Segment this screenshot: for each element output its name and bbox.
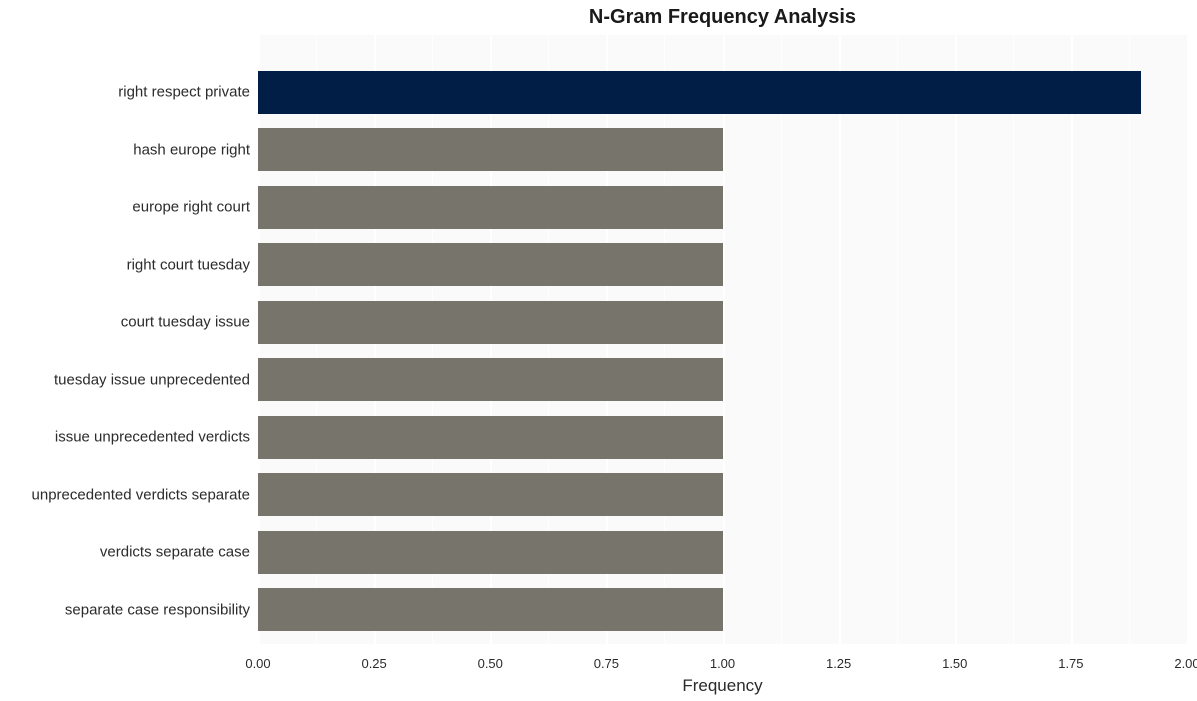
y-category-label: right respect private (118, 84, 258, 101)
grid-line-minor (897, 35, 898, 644)
grid-line-major (839, 35, 841, 644)
grid-line-major (955, 35, 957, 644)
chart-container: N-Gram Frequency Analysis 0.000.250.500.… (0, 0, 1197, 701)
x-axis-title: Frequency (258, 676, 1187, 696)
bar (258, 588, 723, 631)
plot-area: 0.000.250.500.751.001.251.501.752.00righ… (258, 35, 1187, 644)
grid-line-minor (1129, 35, 1130, 644)
bar (258, 416, 723, 459)
x-tick-label: 1.50 (942, 656, 967, 671)
grid-line-minor (781, 35, 782, 644)
grid-line-minor (1013, 35, 1014, 644)
x-tick-label: 2.00 (1174, 656, 1197, 671)
bar (258, 473, 723, 516)
grid-line-major (723, 35, 725, 644)
x-tick-label: 0.25 (361, 656, 386, 671)
y-category-label: separate case responsibility (65, 601, 258, 618)
x-tick-label: 1.75 (1058, 656, 1083, 671)
bar (258, 128, 723, 171)
y-category-label: verdicts separate case (100, 544, 258, 561)
bar (258, 358, 723, 401)
y-category-label: unprecedented verdicts separate (32, 486, 258, 503)
x-tick-label: 1.25 (826, 656, 851, 671)
grid-line-major (1071, 35, 1073, 644)
y-category-label: tuesday issue unprecedented (54, 371, 258, 388)
y-category-label: issue unprecedented verdicts (55, 429, 258, 446)
x-tick-label: 0.00 (245, 656, 270, 671)
bar (258, 301, 723, 344)
chart-title: N-Gram Frequency Analysis (258, 6, 1187, 29)
y-category-label: court tuesday issue (121, 314, 258, 331)
bar (258, 243, 723, 286)
y-category-label: right court tuesday (127, 256, 258, 273)
x-tick-label: 0.75 (594, 656, 619, 671)
y-category-label: hash europe right (133, 141, 258, 158)
bar (258, 71, 1141, 114)
y-category-label: europe right court (132, 199, 258, 216)
bar (258, 531, 723, 574)
x-tick-label: 1.00 (710, 656, 735, 671)
grid-line-major (1187, 35, 1189, 644)
bar (258, 186, 723, 229)
x-tick-label: 0.50 (478, 656, 503, 671)
